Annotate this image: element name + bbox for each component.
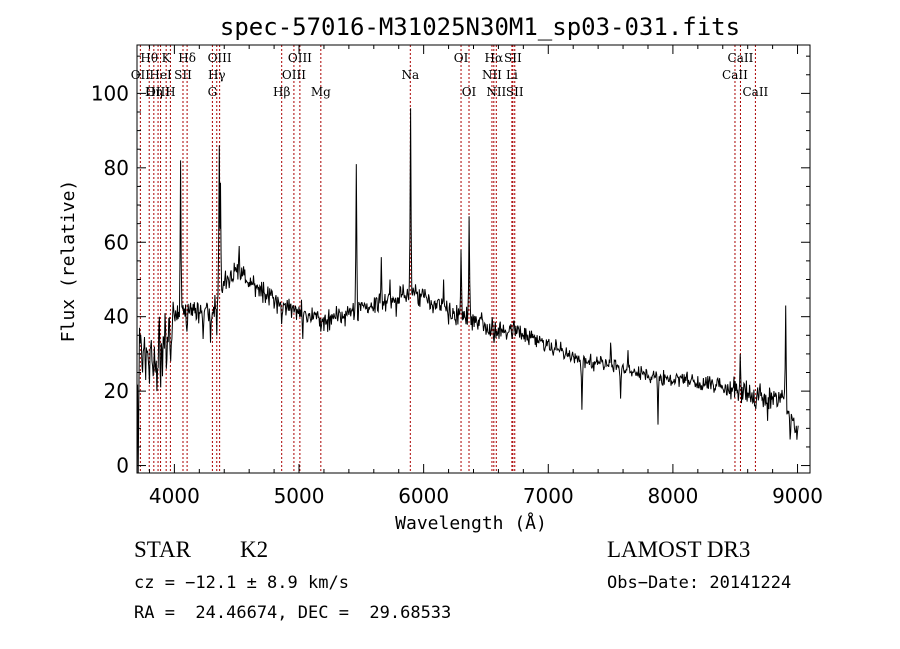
line-label: CaII [728, 51, 754, 65]
line-label: CaII [722, 68, 748, 82]
line-label: Li [506, 68, 518, 82]
line-label: K [162, 51, 172, 65]
line-label: NII [482, 68, 502, 82]
line-label: OI [462, 85, 477, 99]
line-label: Hη [145, 85, 163, 99]
x-tick-label: 4000 [149, 484, 200, 508]
line-label: OIII [282, 68, 306, 82]
line-label: Hγ [208, 68, 226, 82]
axis-ticks: 4000 5000 6000 7000 8000 9000 0 20 40 60 80 100 [91, 45, 823, 508]
line-labels: Hθ OII OIII K HeI Hη SII H Hδ OIII Hγ G OIII OIII Hβ Mg… [131, 51, 769, 99]
line-label: CaII [742, 85, 768, 99]
line-label: Hα [485, 51, 504, 65]
line-label: Mg [311, 85, 331, 99]
line-label: OIII [146, 85, 170, 99]
y-tick-label: 60 [104, 230, 129, 254]
line-label: H [165, 85, 175, 99]
x-tick-label: 9000 [772, 484, 823, 508]
chart-title: spec-57016-M31025N30M1_sp03-031.fits [220, 13, 740, 41]
survey-label: LAMOST DR3 [607, 537, 751, 562]
x-axis-label: Wavelength (Å) [395, 512, 547, 534]
line-label: Hθ [140, 51, 158, 65]
y-axis-label: Flux (relative) [58, 180, 79, 343]
x-tick-label: 5000 [274, 484, 325, 508]
spectrum-line [137, 108, 799, 474]
plot-frame [136, 44, 811, 474]
y-tick-label: 80 [104, 156, 129, 180]
x-tick-label: 6000 [398, 484, 449, 508]
redshift-text: cz = −12.1 ± 8.9 km/s [134, 573, 349, 593]
line-label: SII [506, 85, 524, 99]
x-tick-label: 7000 [523, 484, 574, 508]
y-tick-label: 0 [116, 454, 129, 478]
line-label: Hδ [178, 51, 196, 65]
line-label: SII [174, 68, 192, 82]
line-label: OII [131, 68, 151, 82]
line-label: OIII [208, 51, 232, 65]
y-tick-label: 40 [104, 305, 129, 329]
coordinates-text: RA = 24.46674, DEC = 29.68533 [134, 603, 452, 623]
line-label: SII [504, 51, 522, 65]
x-tick-label: 8000 [647, 484, 698, 508]
line-label: HeI [149, 68, 172, 82]
line-label: OI [454, 51, 469, 65]
line-label: G [208, 85, 218, 99]
spectral-line-markers [139, 45, 756, 473]
obs-date-text: Obs−Date: 20141224 [607, 573, 792, 593]
y-tick-label: 100 [91, 81, 129, 105]
line-label: NII [486, 85, 506, 99]
y-tick-label: 20 [104, 379, 129, 403]
line-label: Na [401, 68, 419, 82]
object-subclass: K2 [240, 537, 269, 562]
line-label: Hβ [273, 85, 290, 99]
object-class: STAR [134, 537, 191, 562]
line-label: OIII [288, 51, 312, 65]
